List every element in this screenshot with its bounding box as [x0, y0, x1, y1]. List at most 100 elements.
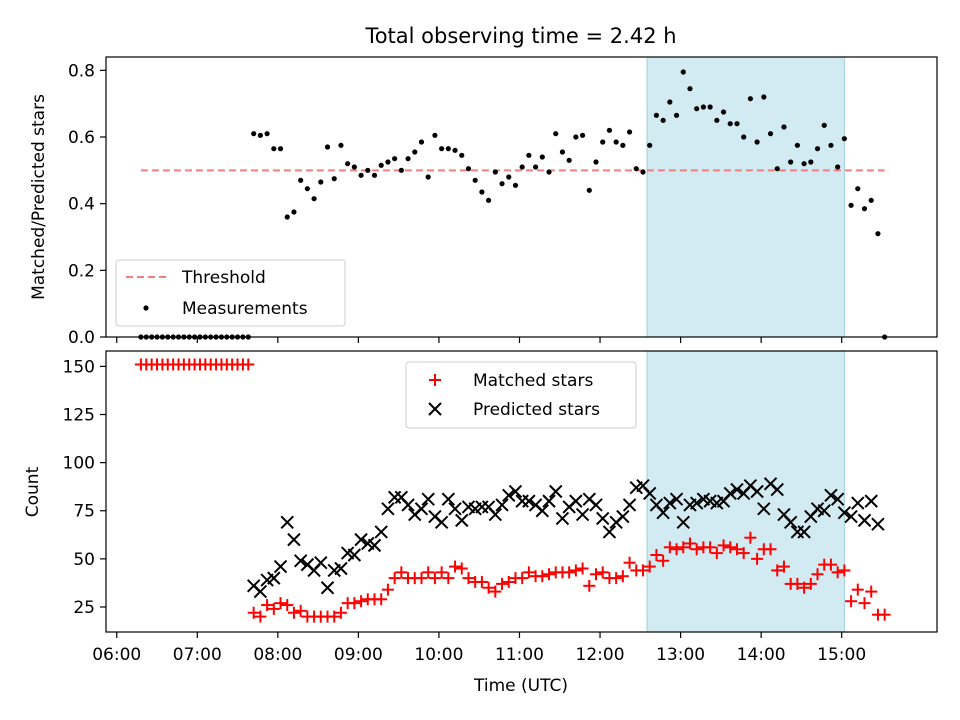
measurement-point [660, 117, 666, 123]
measurements-legend-label: Measurements [182, 299, 308, 319]
measurement-point [606, 127, 613, 133]
ratio-ytick-tick-label: 0.2 [68, 261, 95, 281]
matched-point [328, 610, 341, 623]
measurement-point [680, 69, 686, 75]
measurement-point [774, 166, 780, 172]
measurement-point [640, 169, 646, 175]
measurement-point [465, 166, 472, 172]
matched-point [381, 583, 394, 596]
matched-point [496, 577, 509, 590]
predicted-point [622, 498, 637, 512]
ratio-panel: Total observing time = 2.42 h 0.0 0.2 0.4 0… [29, 24, 938, 348]
measurement-point [801, 161, 807, 167]
count-xtick-label: 15:00 [817, 645, 866, 665]
measurement-point [835, 164, 841, 170]
predicted-point [757, 502, 771, 516]
measurement-point [754, 139, 760, 145]
measurement-point [633, 166, 639, 172]
predicted-point [280, 515, 294, 530]
predicted-point [669, 492, 684, 506]
matched-legend-label: Matched stars [473, 371, 593, 391]
measurement-point [412, 149, 418, 155]
predicted-point [273, 559, 288, 574]
predicted-point [508, 484, 523, 499]
matched-point [563, 566, 576, 579]
predicted-point [367, 538, 382, 553]
predicted-point [421, 492, 435, 506]
measurement-point [264, 131, 270, 137]
measurement-point [539, 154, 545, 160]
count-ytick-tick-label: 150 [63, 357, 95, 377]
matched-point [690, 543, 703, 556]
predicted-point [347, 548, 362, 562]
measurement-point [781, 124, 787, 130]
matched-point [590, 568, 603, 581]
measurement-point [351, 164, 357, 170]
predicted-point [374, 525, 388, 539]
matched-point [287, 606, 300, 619]
measurement-point [311, 196, 317, 202]
measurement-point [613, 139, 619, 145]
count-xtick-label: 11:00 [495, 645, 544, 665]
matched-point [824, 558, 837, 571]
predicted-point [783, 515, 798, 530]
measurement-point [398, 167, 404, 173]
measurement-point [741, 134, 747, 140]
predicted-point [824, 488, 838, 503]
measurement-point [526, 152, 532, 158]
predicted-point [857, 513, 872, 528]
ratio-ytick-tick-label: 0.0 [68, 328, 95, 348]
count-ytick-tick-label: 25 [73, 598, 95, 618]
measurement-point [559, 149, 566, 155]
measurement-point [371, 172, 378, 178]
measurement-point [338, 142, 344, 148]
predicted-point [575, 507, 590, 522]
matched-point [838, 564, 851, 577]
chart-title: Total observing time = 2.42 h [364, 24, 676, 48]
predicted-point [689, 496, 704, 510]
measurement-point [392, 156, 398, 162]
predicted-point [434, 515, 449, 530]
matched-point [348, 597, 361, 610]
measurement-point [821, 122, 827, 128]
matched-point [502, 575, 515, 588]
ratio-plot-frame [105, 56, 938, 338]
predicted-point [596, 511, 610, 526]
measurement-point [653, 112, 660, 118]
measurement-point [720, 109, 727, 115]
matched-point [247, 606, 260, 619]
measurement-point [694, 106, 700, 112]
measurement-point [358, 172, 364, 178]
ratio-ytick-tick-label: 0.6 [68, 128, 95, 148]
predicted-point [455, 513, 469, 528]
matched-point [683, 537, 696, 550]
count-xtick-label: 09:00 [334, 645, 383, 665]
count-legend: Matched stars Predicted stars [405, 361, 637, 429]
predicted-point [555, 511, 570, 526]
measurement-point [714, 117, 720, 123]
matched-point [355, 595, 368, 608]
predicted-point [663, 496, 677, 510]
matched-point [804, 577, 817, 590]
matched-point [395, 566, 408, 579]
ratio-ylabel: Matched/Predicted stars [29, 94, 49, 300]
predicted-point [750, 484, 764, 499]
measurement-point [673, 112, 680, 118]
matched-point [242, 358, 255, 371]
matched-point [294, 604, 307, 617]
predicted-point [871, 517, 885, 531]
matched-point [375, 593, 388, 606]
measurement-point [492, 169, 498, 175]
measurement-point [761, 94, 767, 100]
measurement-point [439, 146, 445, 152]
matched-point [254, 610, 267, 623]
matched-point [596, 566, 609, 579]
predicted-point [448, 502, 462, 516]
measurement-point [734, 121, 740, 127]
matched-point [657, 554, 670, 567]
predicted-point [723, 486, 737, 501]
measurement-point [291, 209, 297, 215]
measurement-point [479, 189, 485, 195]
matched-point [851, 583, 864, 596]
count-xtick-label: 14:00 [737, 645, 786, 665]
